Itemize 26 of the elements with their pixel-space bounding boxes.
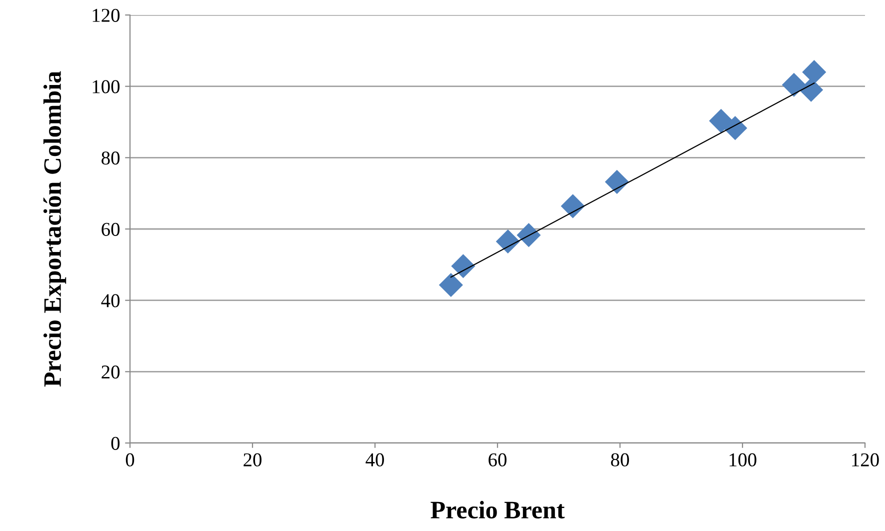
point bbox=[604, 170, 629, 194]
point bbox=[709, 108, 734, 133]
y-tick-label: 60 bbox=[102, 222, 120, 236]
y-axis-title: Precio Exportación Colombia bbox=[43, 71, 66, 387]
x-tick-label: 40 bbox=[366, 453, 384, 466]
x-tick-label: 120 bbox=[852, 453, 879, 466]
x-tick-label: 100 bbox=[730, 453, 756, 466]
x-tick-label: 0 bbox=[126, 453, 134, 466]
point bbox=[438, 272, 463, 298]
y-tick-label: 120 bbox=[92, 8, 120, 22]
y-tick-label: 80 bbox=[102, 151, 120, 165]
x-tick-label: 20 bbox=[244, 453, 262, 466]
x-axis-title: Precio Brent bbox=[430, 500, 565, 519]
x-tick-label: 60 bbox=[488, 453, 506, 466]
point bbox=[782, 72, 806, 97]
point bbox=[496, 229, 520, 254]
point bbox=[723, 116, 748, 140]
point bbox=[451, 254, 476, 278]
x-tick-label: 80 bbox=[611, 453, 629, 466]
point bbox=[560, 194, 585, 218]
point bbox=[802, 60, 826, 84]
point bbox=[516, 223, 541, 248]
y-tick-label: 100 bbox=[92, 80, 120, 94]
y-tick-label: 20 bbox=[102, 365, 120, 379]
y-tick-label: 0 bbox=[111, 436, 120, 450]
y-tick-label: 40 bbox=[101, 294, 120, 308]
